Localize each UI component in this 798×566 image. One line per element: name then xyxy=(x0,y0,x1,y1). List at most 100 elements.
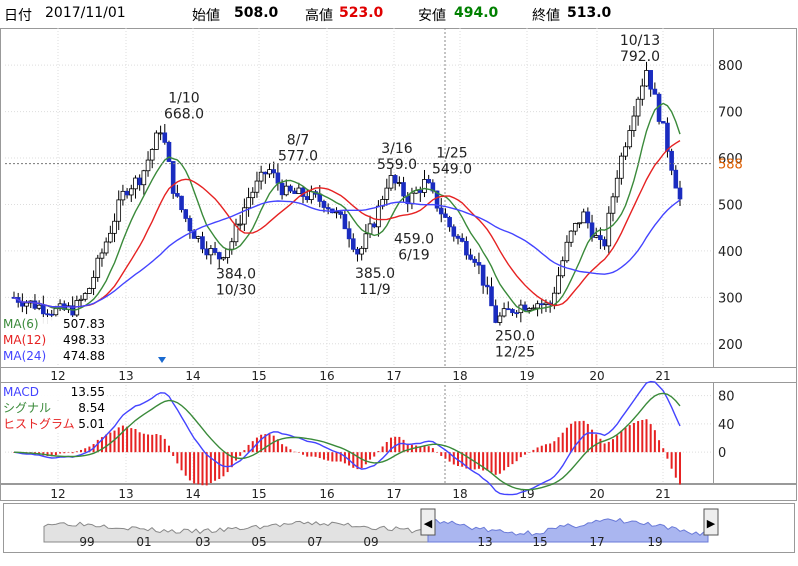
candle-body xyxy=(78,298,84,301)
candle-body xyxy=(397,182,402,184)
candle-body xyxy=(451,226,457,237)
histogram-bar xyxy=(461,452,464,467)
navigator-left-handle[interactable]: ◀ xyxy=(420,508,436,536)
candle-body xyxy=(363,233,369,249)
histogram-bar xyxy=(331,452,334,462)
navigator-tick-label: 15 xyxy=(532,535,547,549)
annotation-date: 10/13 xyxy=(620,33,660,49)
histogram-bar xyxy=(524,452,527,455)
histogram-bar xyxy=(607,441,610,453)
legend-ma24-value: 474.88 xyxy=(63,349,105,363)
macd-xtick-label: 16 xyxy=(319,487,334,501)
navigator-tick-label: 09 xyxy=(363,535,378,549)
histogram-bar xyxy=(616,435,619,453)
navigator-tick-label: 07 xyxy=(307,535,322,549)
histogram-bar xyxy=(67,452,70,453)
price-ytick-label: 700 xyxy=(718,106,743,121)
histogram-bar xyxy=(126,426,129,453)
candle-body xyxy=(32,300,38,309)
price-pane-frame xyxy=(0,28,797,368)
price-xtick-label: 14 xyxy=(185,369,200,383)
histogram-bar xyxy=(348,452,351,466)
candle-body xyxy=(309,191,314,201)
candle-body xyxy=(317,193,323,202)
histogram-bar xyxy=(415,445,418,453)
candle-body xyxy=(279,182,285,196)
candle-body xyxy=(384,187,390,200)
histogram-bar xyxy=(226,452,229,473)
navigator-tick-label: 17 xyxy=(589,535,604,549)
candle-body xyxy=(187,218,193,232)
candle-body xyxy=(342,214,348,230)
price-ytick-label: 500 xyxy=(718,198,743,213)
histogram-bar xyxy=(423,445,426,453)
candle-body xyxy=(447,217,452,228)
candle-body xyxy=(635,98,641,117)
histogram-bar xyxy=(561,432,564,453)
annotation-value: 792.0 xyxy=(620,49,660,65)
histogram-bar xyxy=(201,452,204,486)
histogram-bar xyxy=(176,452,179,464)
candle-body xyxy=(489,286,494,307)
histogram-bar xyxy=(528,452,531,453)
histogram-bar xyxy=(80,449,83,453)
histogram-bar xyxy=(507,452,510,467)
navigator-right-handle-box[interactable] xyxy=(703,508,719,536)
candle-body xyxy=(556,275,561,294)
candle-body xyxy=(501,308,507,317)
histogram-bar xyxy=(369,452,372,460)
histogram-bar xyxy=(658,440,661,453)
candle-body xyxy=(250,191,256,199)
candle-body xyxy=(560,260,566,277)
candle-body xyxy=(426,179,431,184)
histogram-bar xyxy=(553,441,556,453)
candle-body xyxy=(493,305,498,323)
histogram-bar xyxy=(670,452,673,469)
histogram-bar xyxy=(121,425,124,453)
candle-body xyxy=(497,315,503,323)
candle-body xyxy=(535,303,540,309)
histogram-bar xyxy=(532,449,535,453)
candle-body xyxy=(271,169,276,174)
histogram-bar xyxy=(343,452,346,464)
navigator-right-handle[interactable]: ▶ xyxy=(703,508,719,536)
histogram-bar xyxy=(641,419,644,453)
candle-body xyxy=(108,232,113,243)
histogram-bar xyxy=(276,439,279,453)
histogram-bar xyxy=(419,446,422,453)
candle-body xyxy=(133,177,138,190)
candle-body xyxy=(263,171,268,175)
candle-body xyxy=(74,300,80,316)
annotation-value: 668.0 xyxy=(164,106,204,122)
candle-body xyxy=(522,304,528,311)
histogram-bar xyxy=(142,433,145,453)
candle-body xyxy=(631,115,637,131)
ma12-line xyxy=(13,140,681,309)
histogram-bar xyxy=(260,434,263,453)
annotation-date: 1/25 xyxy=(436,146,467,162)
candle-body xyxy=(200,236,205,250)
macd-ytick-label: 80 xyxy=(718,390,735,405)
candle-body xyxy=(208,248,214,256)
navigator-left-handle-box[interactable] xyxy=(420,508,436,536)
candle-body xyxy=(644,70,649,87)
histogram-bar xyxy=(218,452,221,479)
candle-body xyxy=(350,238,356,250)
candle-body xyxy=(204,248,209,256)
histogram-bar xyxy=(251,441,254,453)
candle-body xyxy=(510,309,515,314)
macd-xtick-label: 13 xyxy=(118,487,133,501)
price-xtick-label: 16 xyxy=(319,369,334,383)
close-value: 513.0 xyxy=(567,5,612,21)
candle-body xyxy=(103,241,109,254)
navigator-tick-label: 99 xyxy=(79,535,94,549)
macd-xtick-label: 12 xyxy=(50,487,65,501)
candle-body xyxy=(627,130,633,148)
histogram-bar xyxy=(163,438,166,453)
price-xtick-label: 17 xyxy=(386,369,401,383)
candle-body xyxy=(154,132,159,150)
candle-body xyxy=(648,70,653,90)
legend-histogram-value: 5.01 xyxy=(78,417,105,431)
histogram-bar xyxy=(628,425,631,453)
histogram-bar xyxy=(214,452,217,481)
